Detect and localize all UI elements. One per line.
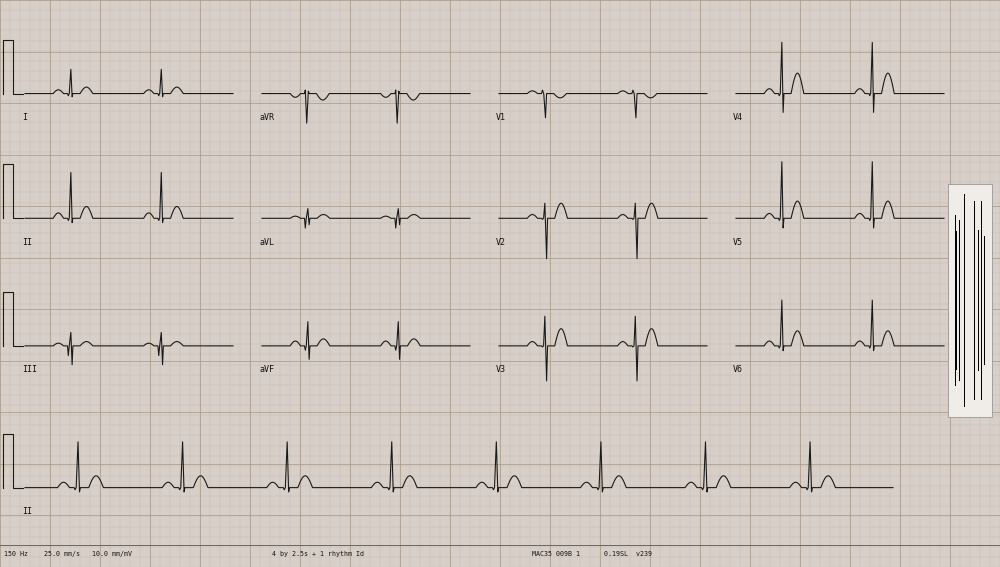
Text: aVR: aVR <box>259 113 274 122</box>
Text: V5: V5 <box>733 238 743 247</box>
Text: V3: V3 <box>496 365 506 374</box>
Text: II: II <box>22 238 32 247</box>
Text: 150 Hz    25.0 mm/s   10.0 mm/mV                                   4 by 2.5s + 1: 150 Hz 25.0 mm/s 10.0 mm/mV 4 by 2.5s + … <box>4 551 652 557</box>
Text: aVF: aVF <box>259 365 274 374</box>
Text: III: III <box>22 365 37 374</box>
Text: V6: V6 <box>733 365 743 374</box>
Text: aVL: aVL <box>259 238 274 247</box>
Text: V4: V4 <box>733 113 743 122</box>
Text: I: I <box>22 113 27 122</box>
Bar <box>948 184 992 417</box>
Text: V2: V2 <box>496 238 506 247</box>
Text: II: II <box>22 507 32 516</box>
Text: V1: V1 <box>496 113 506 122</box>
